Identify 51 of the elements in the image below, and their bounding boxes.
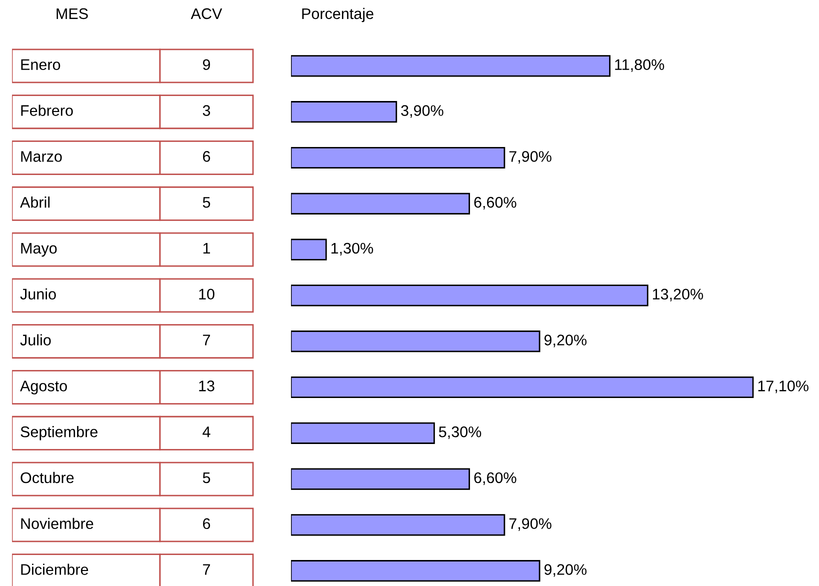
data-label: 9,20% <box>544 564 587 577</box>
y-tick-label: Abril <box>20 196 50 208</box>
data-label: 13 <box>199 380 214 392</box>
bar <box>291 192 470 214</box>
data-label: 5 <box>202 472 210 484</box>
data-label: 4 <box>202 426 210 438</box>
y-axis-title: MES <box>56 8 88 20</box>
data-label: 6,60% <box>474 472 516 485</box>
y-tick-label: Febrero <box>21 104 73 116</box>
y-tick-label: Octubre <box>20 472 74 484</box>
bar <box>291 422 435 444</box>
y-tick-label: Marzo <box>21 151 62 162</box>
y-tick-label: Enero <box>21 59 60 70</box>
bar <box>291 514 506 536</box>
bar <box>291 101 398 123</box>
data-label: 13,20% <box>652 288 704 302</box>
x-tick-label: ACV <box>190 8 222 20</box>
y-tick-label: Mayo <box>21 242 57 257</box>
data-label: 9 <box>202 59 210 70</box>
bar <box>291 146 506 169</box>
y-tick-label: Diciembre <box>21 564 88 575</box>
bar <box>291 468 470 490</box>
data-label: 7,90% <box>509 151 552 164</box>
data-label: 3 <box>202 105 210 116</box>
y-tick-label: Agosto <box>20 380 67 394</box>
data-label: 7 <box>203 564 210 575</box>
y-tick-label: Junio <box>20 288 56 300</box>
data-label: 11,80% <box>615 59 664 72</box>
data-label: 6 <box>203 151 210 162</box>
data-label: 7 <box>203 334 210 346</box>
data-label: 9,20% <box>544 334 587 348</box>
bar <box>291 330 540 352</box>
data-label: 3,90% <box>401 105 444 118</box>
data-label: 10 <box>199 288 214 300</box>
data-label: 17,10% <box>758 380 808 394</box>
chart-title: Porcentaje <box>302 8 374 22</box>
bar <box>291 55 610 77</box>
bar <box>291 376 754 398</box>
data-label: 1,30% <box>331 242 374 256</box>
bar <box>291 560 540 582</box>
y-tick-label: Septiembre <box>20 426 98 440</box>
data-label: 6,60% <box>474 196 516 210</box>
data-label: 6 <box>203 518 210 530</box>
y-tick-label: Noviembre <box>21 518 94 530</box>
y-tick-label: Julio <box>20 334 51 346</box>
bar <box>291 284 648 306</box>
data-label: 7,90% <box>509 518 552 531</box>
data-label: 1 <box>203 242 210 254</box>
bar <box>291 238 327 260</box>
data-label: 5,30% <box>438 426 482 440</box>
data-label: 5 <box>202 197 210 208</box>
